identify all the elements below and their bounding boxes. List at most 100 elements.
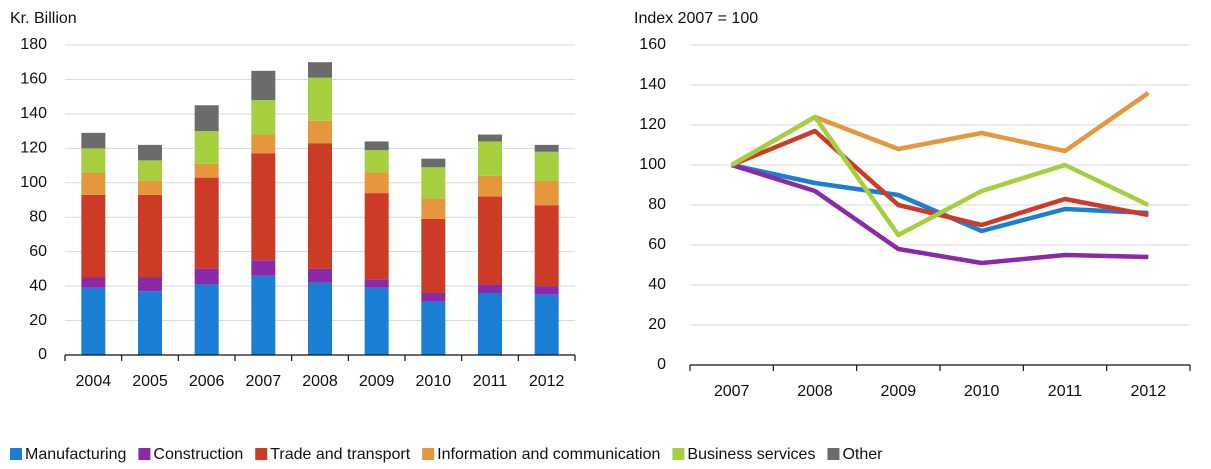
bar-segment	[421, 198, 446, 219]
line	[730, 114, 1150, 238]
legend-label: Trade and transport	[270, 446, 410, 463]
y-tick-label: 60	[648, 236, 666, 253]
y-tick-label: 160	[639, 36, 666, 53]
bar-segment	[138, 194, 162, 278]
bar-segment	[364, 193, 389, 280]
bar-segment	[364, 279, 389, 288]
bar-segment	[81, 194, 106, 278]
bar-segment	[478, 293, 502, 355]
y-axis-label: Index 2007 = 100	[634, 10, 758, 27]
bar-segment	[534, 205, 559, 287]
y-tick-label: 40	[648, 276, 666, 293]
bar-segment	[251, 70, 276, 101]
bar-segment	[478, 134, 502, 142]
bar-segment	[194, 177, 219, 269]
bar-segment	[308, 120, 332, 144]
bar-segment	[251, 100, 276, 135]
y-tick-label: 0	[657, 356, 666, 373]
legend-label: Business services	[687, 446, 815, 463]
bar-segment	[194, 284, 219, 355]
bar-segment	[421, 301, 446, 355]
bar-segment	[194, 105, 219, 132]
bar-segment	[534, 286, 559, 295]
bar-segment	[81, 277, 106, 288]
bar-segment	[364, 150, 389, 173]
bar-segment	[534, 294, 559, 355]
legend-swatch	[138, 448, 151, 460]
y-tick-label: 80	[29, 208, 47, 225]
bar-segment	[421, 293, 446, 302]
bar-segment	[194, 163, 219, 178]
bar-segment	[308, 282, 332, 355]
y-axis-label: Kr. Billion	[10, 10, 77, 27]
x-tick-label: 2007	[714, 383, 750, 400]
y-tick-label: 20	[29, 312, 47, 329]
bar-segment	[81, 172, 106, 195]
bar-segment	[138, 291, 162, 355]
bar-segment	[138, 181, 162, 195]
bar-segment	[478, 141, 502, 176]
y-tick-label: 120	[639, 116, 666, 133]
legend-swatch	[422, 448, 435, 460]
x-tick-label: 2010	[416, 373, 452, 390]
y-tick-label: 100	[20, 174, 47, 191]
legend-label: Manufacturing	[25, 446, 126, 463]
bar-segment	[81, 132, 106, 149]
bar-segment	[251, 153, 276, 261]
line	[730, 162, 1149, 266]
bar-segment	[308, 62, 332, 78]
bar-segment	[308, 268, 332, 283]
legend-swatch	[10, 448, 22, 460]
legend-swatch	[827, 448, 840, 460]
bar-segment	[194, 131, 219, 164]
bar-segment	[364, 141, 389, 151]
y-tick-label: 160	[20, 71, 47, 88]
bar-segment	[364, 287, 389, 355]
legend-swatch	[672, 448, 685, 460]
y-tick-label: 140	[639, 76, 666, 93]
bar-segment	[251, 275, 276, 355]
bar-segment	[81, 148, 106, 173]
bar-segment	[364, 172, 389, 194]
bar-segment	[478, 284, 502, 293]
x-tick-label: 2009	[359, 373, 395, 390]
bar-segment	[534, 181, 559, 206]
legend-label: Other	[842, 446, 883, 463]
legend-label: Construction	[153, 446, 243, 463]
x-tick-label: 2008	[797, 383, 833, 400]
bar-segment	[138, 160, 162, 182]
y-tick-label: 40	[29, 277, 47, 294]
x-tick-label: 2004	[76, 373, 112, 390]
bar-segment	[534, 144, 559, 152]
bar-segment	[308, 143, 332, 269]
x-tick-label: 2007	[246, 373, 282, 390]
x-tick-label: 2011	[473, 373, 508, 390]
y-tick-label: 140	[20, 105, 47, 122]
y-tick-label: 180	[20, 36, 47, 53]
bar-segment	[421, 167, 446, 199]
x-tick-label: 2005	[132, 373, 168, 390]
y-tick-label: 100	[639, 156, 666, 173]
y-tick-label: 120	[20, 140, 47, 157]
y-tick-label: 80	[648, 196, 666, 213]
x-tick-label: 2008	[302, 373, 338, 390]
x-tick-label: 2006	[189, 373, 225, 390]
x-tick-label: 2012	[1131, 383, 1167, 400]
bar-segment	[421, 158, 446, 168]
bar-segment	[421, 218, 446, 293]
y-tick-label: 60	[29, 243, 47, 260]
x-tick-label: 2009	[881, 383, 917, 400]
y-tick-label: 0	[38, 346, 47, 363]
bar-segment	[478, 196, 502, 285]
bar-segment	[534, 151, 559, 182]
legend-label: Information and communication	[437, 446, 660, 463]
bar-segment	[251, 134, 276, 154]
x-tick-label: 2012	[529, 373, 565, 390]
bar-segment	[138, 277, 162, 292]
bar-segment	[251, 260, 276, 276]
legend-swatch	[255, 448, 268, 460]
y-tick-label: 20	[648, 316, 666, 333]
bar-segment	[308, 77, 332, 121]
